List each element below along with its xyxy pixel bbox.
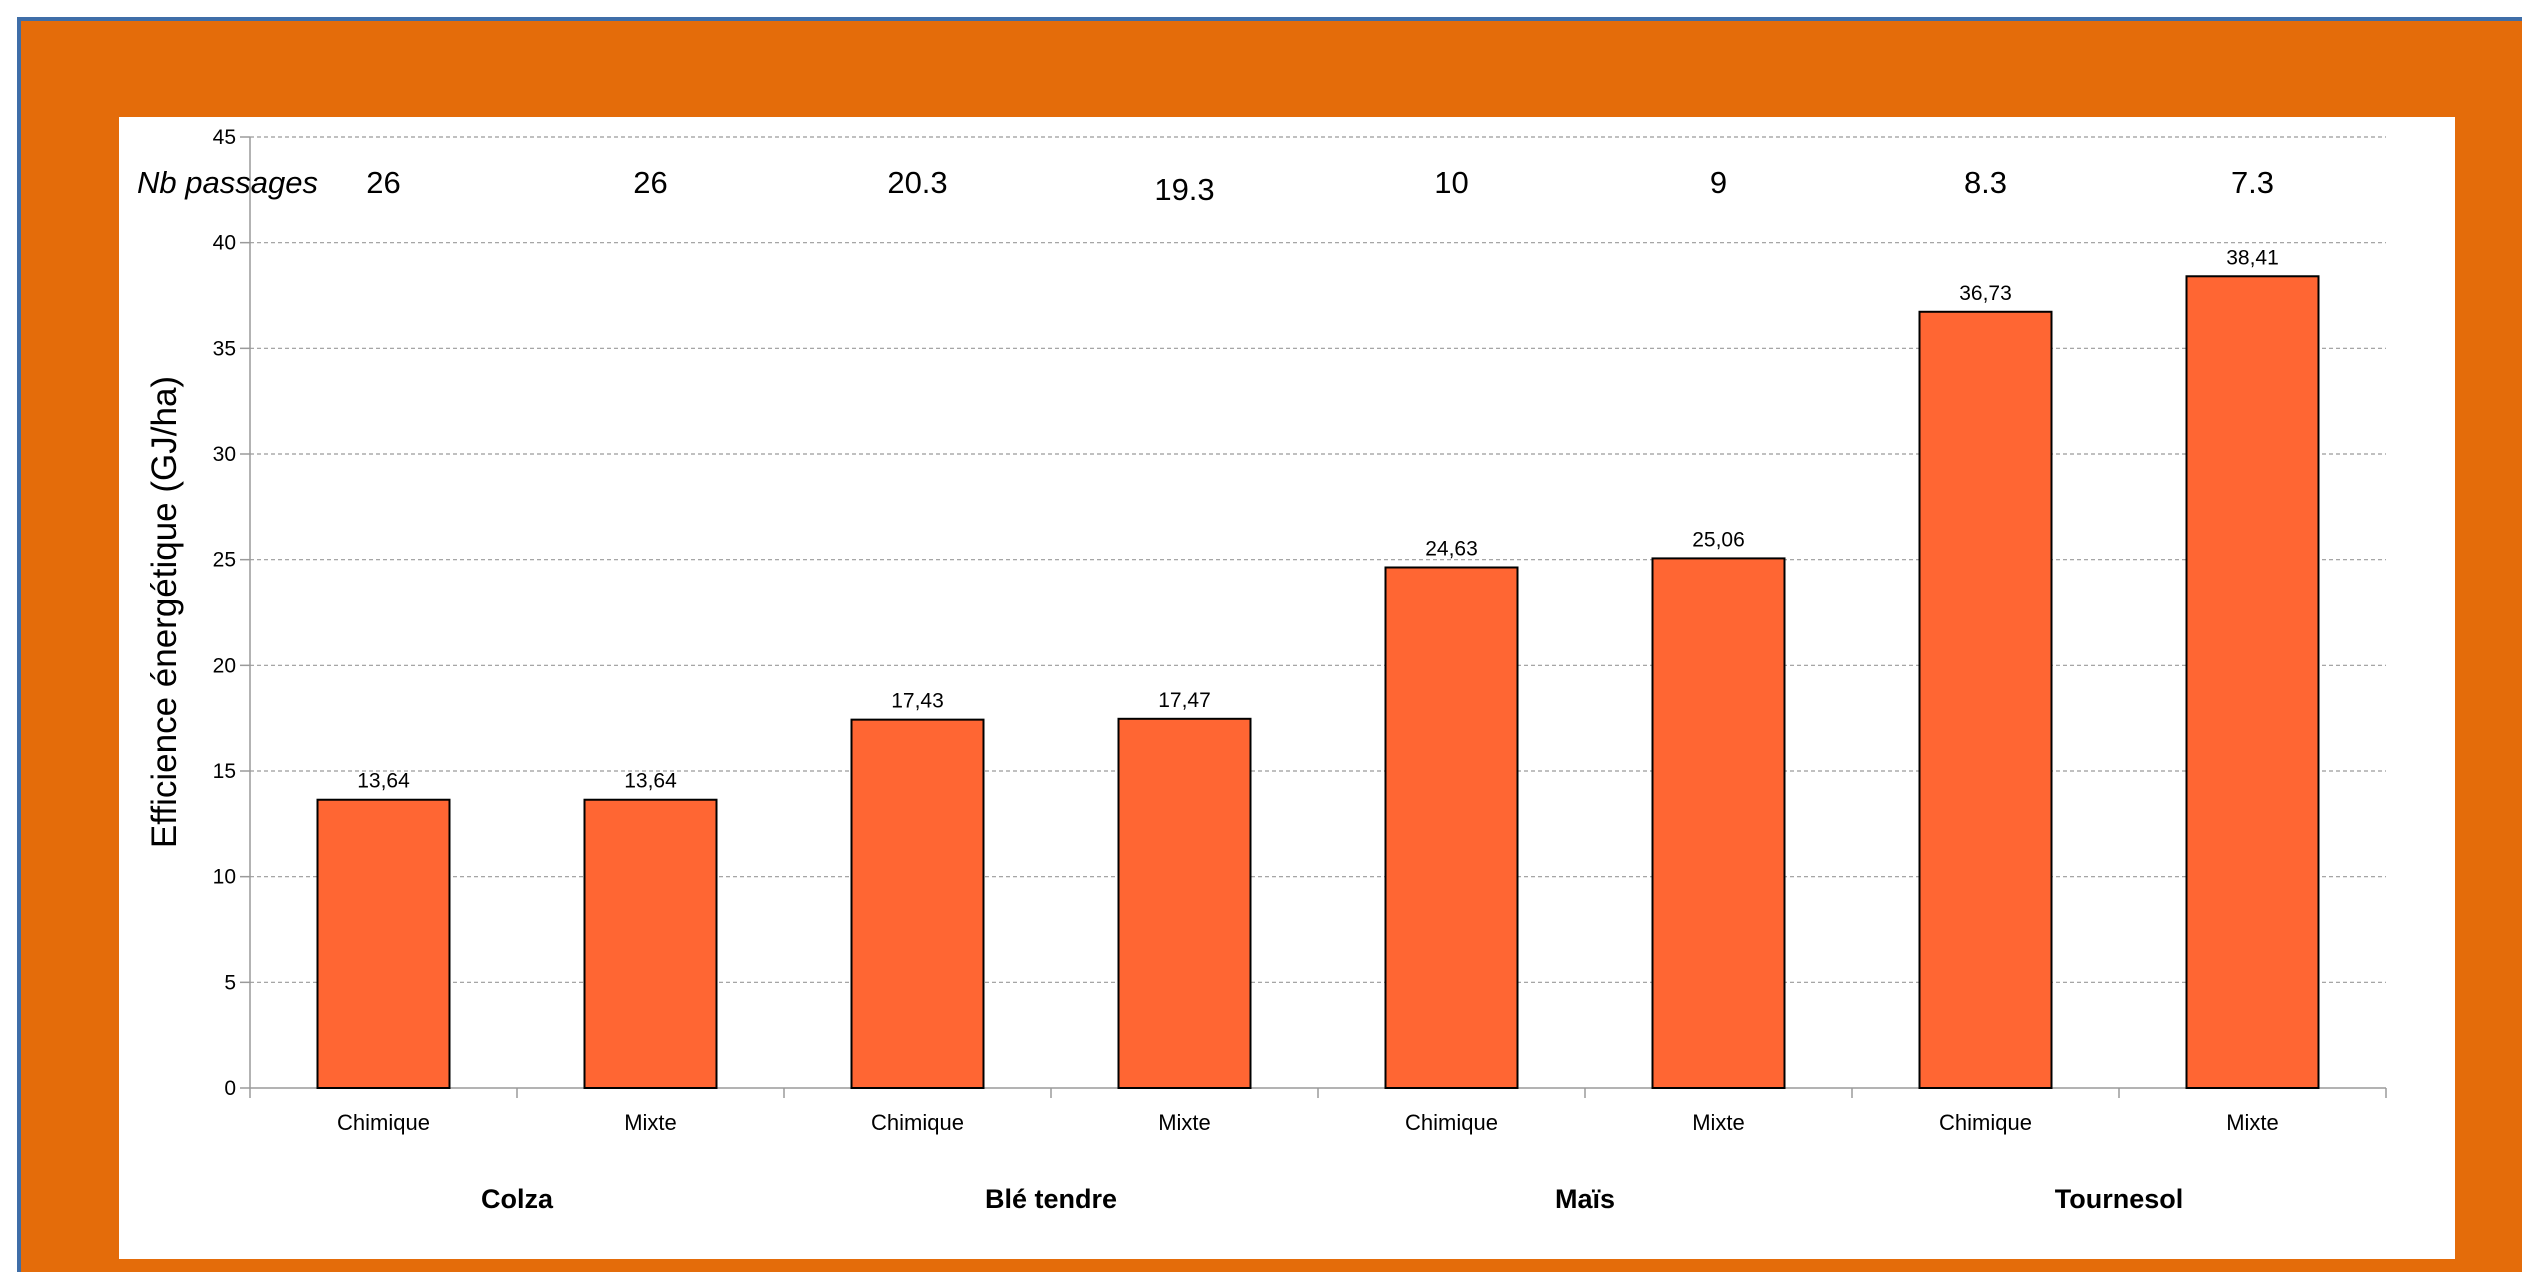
- passages-title: Nb passages: [137, 165, 318, 200]
- y-tick-label: 30: [213, 443, 236, 466]
- bar-value-label: 25,06: [1692, 528, 1745, 551]
- bar-value-label: 38,41: [2226, 246, 2279, 269]
- passage-value: 8.3: [1964, 165, 2007, 200]
- bar: [2185, 275, 2320, 1089]
- y-tick-label: 20: [213, 654, 236, 677]
- chart-panel: [119, 117, 2455, 1259]
- category-label: Mixte: [2226, 1110, 2279, 1135]
- passage-value: 20.3: [887, 165, 947, 200]
- y-tick-label: 10: [213, 866, 236, 889]
- y-tick-label: 15: [213, 760, 236, 783]
- y-axis-label: Efficience énergétique (GJ/ha): [145, 376, 184, 848]
- passage-value: 10: [1434, 165, 1468, 200]
- y-tick-label: 35: [213, 337, 236, 360]
- bar: [316, 798, 451, 1089]
- category-label: Chimique: [871, 1110, 964, 1135]
- group-label: Colza: [481, 1184, 554, 1214]
- y-tick-label: 40: [213, 232, 236, 255]
- category-label: Mixte: [624, 1110, 677, 1135]
- passage-value: 7.3: [2231, 165, 2274, 200]
- bar: [1918, 310, 2053, 1090]
- category-label: Chimique: [337, 1110, 430, 1135]
- y-tick-label: 0: [224, 1077, 236, 1100]
- bar-value-label: 17,47: [1158, 689, 1211, 712]
- bar: [1117, 717, 1252, 1089]
- group-label: Blé tendre: [985, 1184, 1117, 1214]
- category-label: Chimique: [1939, 1110, 2032, 1135]
- bar-value-label: 24,63: [1425, 537, 1478, 560]
- bar: [850, 718, 985, 1089]
- passage-value: 19.3: [1154, 172, 1214, 207]
- bar-value-label: 36,73: [1959, 282, 2012, 305]
- category-label: Chimique: [1405, 1110, 1498, 1135]
- bar: [583, 798, 718, 1089]
- bar-value-label: 13,64: [357, 770, 410, 793]
- category-label: Mixte: [1692, 1110, 1745, 1135]
- passage-value: 26: [366, 165, 400, 200]
- y-tick-label: 25: [213, 549, 236, 572]
- passage-value: 9: [1710, 165, 1727, 200]
- bar: [1651, 557, 1786, 1089]
- group-label: Maïs: [1555, 1184, 1615, 1214]
- category-label: Mixte: [1158, 1110, 1211, 1135]
- bar-value-label: 17,43: [891, 690, 944, 713]
- passage-value: 26: [633, 165, 667, 200]
- y-tick-label: 5: [224, 971, 236, 994]
- bar-value-label: 13,64: [624, 770, 677, 793]
- group-label: Tournesol: [2055, 1184, 2184, 1214]
- bar: [1384, 566, 1519, 1089]
- y-tick-label: 45: [213, 126, 236, 149]
